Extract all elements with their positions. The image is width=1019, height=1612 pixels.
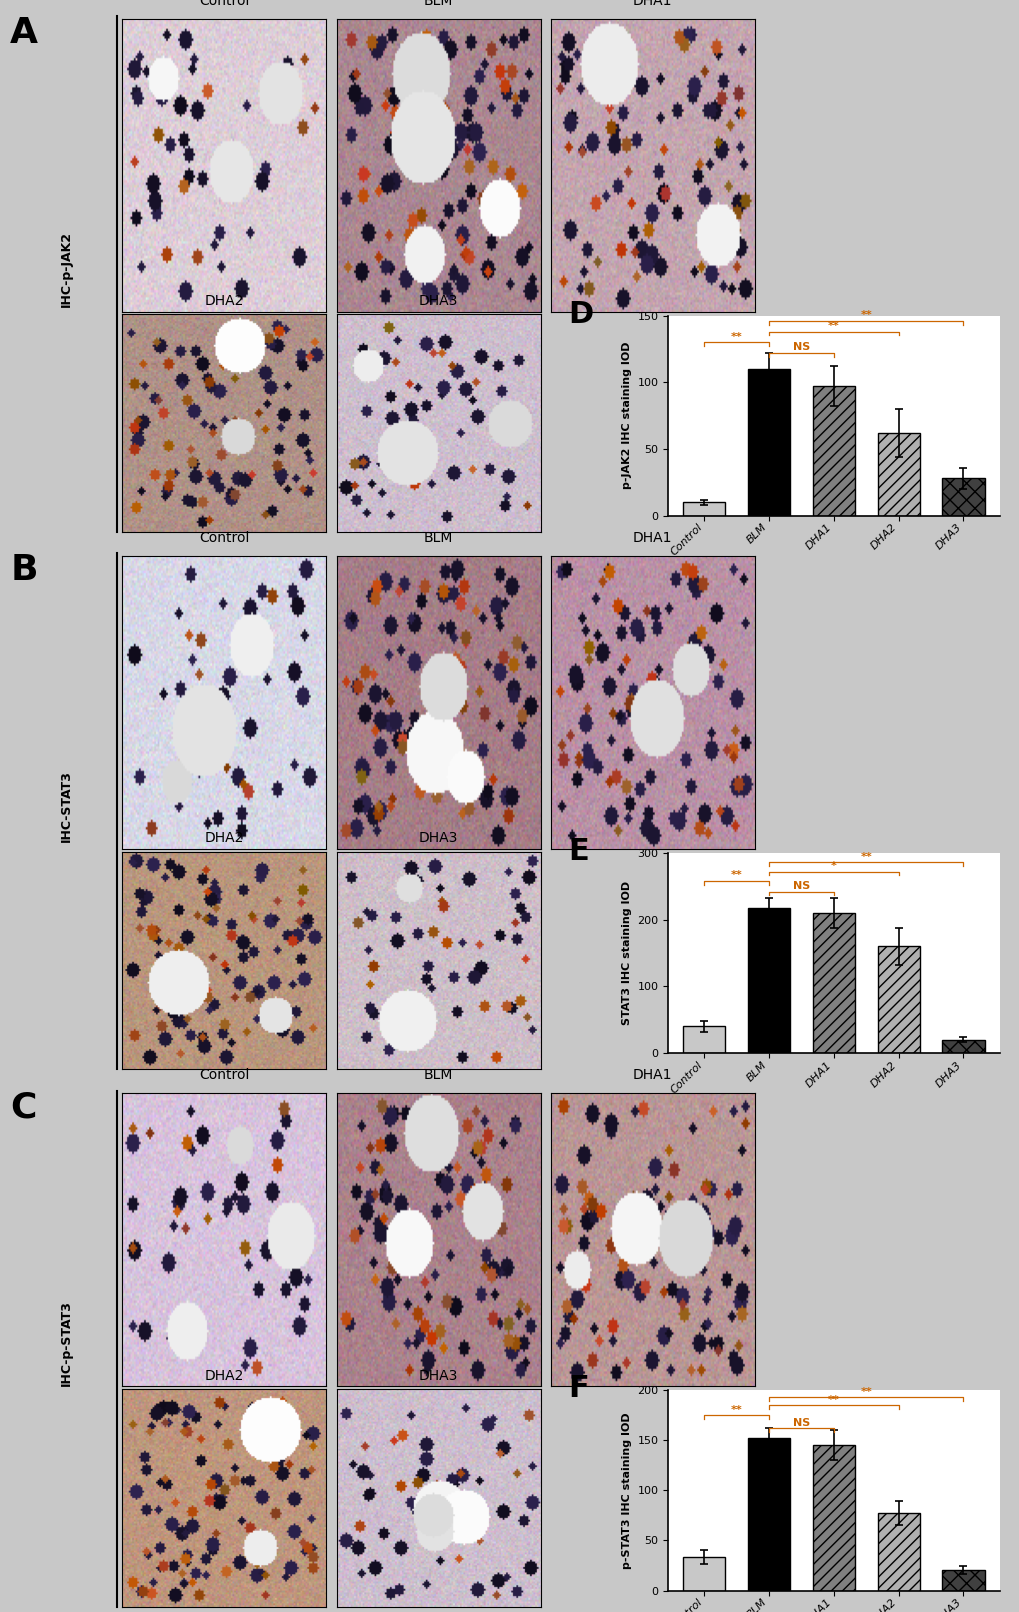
Text: C: C: [10, 1091, 37, 1125]
Bar: [747, 908, 790, 1053]
Bar: [747, 369, 790, 516]
Text: NS: NS: [792, 1417, 809, 1428]
Text: NS: NS: [792, 882, 809, 891]
Text: **: **: [827, 1394, 839, 1404]
Text: B: B: [10, 553, 38, 587]
Bar: [812, 1446, 854, 1591]
Text: DHA3: DHA3: [419, 1369, 458, 1383]
Text: **: **: [827, 321, 839, 330]
Text: BLM: BLM: [424, 0, 452, 8]
Bar: [683, 503, 725, 516]
Text: IHC-p-JAK2: IHC-p-JAK2: [60, 231, 72, 306]
Text: DHA2: DHA2: [205, 832, 244, 845]
Bar: [942, 479, 983, 516]
Text: F: F: [569, 1375, 589, 1404]
Text: **: **: [860, 311, 871, 321]
Text: **: **: [860, 851, 871, 862]
Text: DHA1: DHA1: [633, 0, 672, 8]
Bar: [683, 1027, 725, 1053]
Text: DHA3: DHA3: [419, 832, 458, 845]
Text: Control: Control: [199, 0, 250, 8]
Bar: [876, 946, 919, 1053]
Text: A: A: [10, 16, 38, 50]
Bar: [747, 1438, 790, 1591]
Y-axis label: p-JAK2 IHC staining IOD: p-JAK2 IHC staining IOD: [622, 342, 631, 490]
Text: E: E: [569, 837, 589, 866]
Bar: [876, 434, 919, 516]
Text: Control: Control: [199, 530, 250, 545]
Text: BLM: BLM: [424, 530, 452, 545]
Text: D: D: [569, 300, 593, 329]
Text: **: **: [860, 1386, 871, 1396]
Text: Control: Control: [199, 1069, 250, 1082]
Bar: [683, 1557, 725, 1591]
Text: IHC-p-STAT3: IHC-p-STAT3: [60, 1301, 72, 1386]
Text: DHA1: DHA1: [633, 1069, 672, 1082]
Bar: [812, 387, 854, 516]
Bar: [942, 1040, 983, 1053]
Y-axis label: p-STAT3 IHC staining IOD: p-STAT3 IHC staining IOD: [622, 1412, 631, 1568]
Bar: [876, 1514, 919, 1591]
Text: DHA2: DHA2: [205, 1369, 244, 1383]
Bar: [812, 912, 854, 1053]
Y-axis label: STAT3 IHC staining IOD: STAT3 IHC staining IOD: [622, 882, 631, 1025]
Text: IHC-STAT3: IHC-STAT3: [60, 771, 72, 841]
Text: **: **: [730, 1404, 742, 1415]
Text: DHA1: DHA1: [633, 530, 672, 545]
Text: DHA2: DHA2: [205, 293, 244, 308]
Text: BLM: BLM: [424, 1069, 452, 1082]
Text: NS: NS: [792, 342, 809, 353]
Text: **: **: [730, 870, 742, 880]
Text: DHA3: DHA3: [419, 293, 458, 308]
Text: *: *: [830, 861, 836, 870]
Bar: [942, 1570, 983, 1591]
Text: **: **: [730, 332, 742, 342]
